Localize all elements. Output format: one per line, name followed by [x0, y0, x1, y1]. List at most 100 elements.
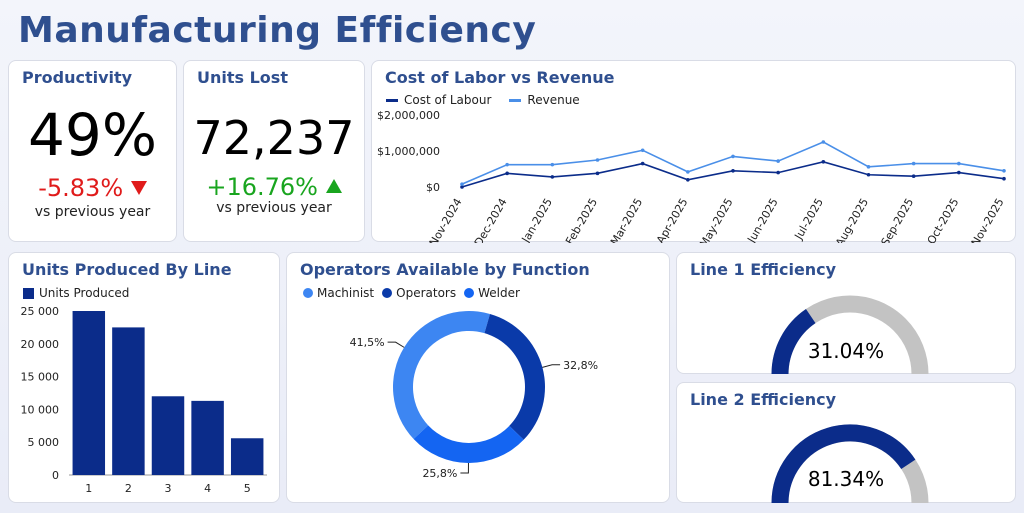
- triangle-down-icon: [130, 181, 147, 195]
- x-tick-label: Aug-2025: [833, 196, 871, 243]
- line1-title: Line 1 Efficiency: [690, 260, 837, 279]
- productivity-value: 49%: [28, 101, 157, 169]
- legend-item-revenue: Revenue: [509, 93, 580, 107]
- units-produced-title: Units Produced By Line: [22, 260, 232, 279]
- productivity-card: Productivity 49% -5.83% vs previous year: [8, 60, 177, 242]
- x-tick-label: Mar-2025: [608, 196, 645, 243]
- line1-value: 31.04%: [807, 339, 885, 363]
- series-line-cost: [461, 160, 1005, 188]
- legend-swatch: [303, 288, 313, 298]
- legend-swatch: [386, 98, 398, 102]
- x-tick-label: Jul-2025: [792, 196, 826, 243]
- productivity-change-row: -5.83%: [9, 174, 176, 202]
- gauge-fill: [771, 424, 916, 504]
- bar: [72, 311, 106, 475]
- legend-item-welder: Welder: [464, 286, 520, 300]
- line2-value: 81.34%: [807, 467, 885, 491]
- donut-slice-machinist: [393, 311, 491, 440]
- y-tick-label: $2,000,000: [377, 109, 440, 122]
- data-point: [866, 172, 871, 177]
- legend-label: Cost of Labour: [404, 93, 492, 107]
- data-point: [640, 161, 645, 166]
- gauge-fill: [771, 309, 816, 375]
- data-point: [866, 165, 871, 169]
- legend-item-cost: Cost of Labour: [386, 93, 491, 107]
- x-tick-label: 3: [165, 482, 172, 495]
- legend-item-operators: Operators: [382, 286, 456, 300]
- x-tick-label: Oct-2025: [925, 196, 962, 243]
- legend-label: Revenue: [527, 93, 580, 107]
- units-lost-change: +16.76%: [206, 173, 318, 201]
- productivity-title: Productivity: [22, 68, 133, 87]
- data-point: [776, 170, 780, 175]
- labor-revenue-title: Cost of Labor vs Revenue: [385, 68, 615, 87]
- data-point: [957, 161, 961, 166]
- x-tick-label: 5: [244, 482, 251, 495]
- x-tick-label: Nov-2025: [969, 196, 1007, 243]
- donut-slice-operators: [484, 313, 545, 440]
- y-tick-label: $0: [426, 181, 440, 194]
- operators-title: Operators Available by Function: [300, 260, 590, 279]
- data-point: [595, 158, 600, 162]
- y-tick-label: 5 000: [28, 436, 60, 449]
- operators-donut-chart: 41,5% 32,8% 25,8%: [350, 311, 598, 480]
- legend-item-units: Units Produced: [23, 286, 129, 300]
- legend-label: Operators: [396, 286, 457, 300]
- y-tick-label: 10 000: [21, 403, 60, 416]
- legend-item-machinist: Machinist: [303, 286, 374, 300]
- data-point: [731, 169, 735, 173]
- x-tick-label: Dec-2024: [472, 196, 510, 243]
- data-point: [505, 171, 509, 176]
- data-point: [911, 161, 916, 166]
- x-tick-label: Sep-2025: [879, 196, 917, 243]
- y-tick-label: 25 000: [21, 305, 60, 318]
- operators-card: Operators Available by Function Machinis…: [286, 252, 670, 503]
- donut-value-label: 41,5%: [350, 336, 385, 349]
- legend-label: Machinist: [317, 286, 375, 300]
- labor-legend: Cost of Labour Revenue: [386, 93, 598, 107]
- x-tick-label: Jan-2025: [519, 196, 555, 243]
- data-point: [686, 178, 690, 182]
- triangle-up-icon: [325, 179, 342, 193]
- bar: [230, 438, 264, 475]
- legend-swatch: [464, 288, 475, 298]
- data-point: [686, 170, 690, 174]
- x-tick-label: 2: [125, 482, 132, 495]
- x-tick-label: Jun-2025: [744, 196, 780, 243]
- units-lost-value: 72,237: [193, 111, 355, 165]
- data-point: [550, 162, 555, 167]
- donut-slice-welder: [413, 425, 524, 463]
- legend-swatch: [382, 288, 393, 298]
- labor-revenue-card: Cost of Labor vs Revenue Cost of Labour …: [371, 60, 1016, 243]
- operators-legend: Machinist Operators Welder: [303, 286, 538, 300]
- donut-leader-line: [460, 462, 469, 474]
- units-produced-card: Units Produced By Line Units Produced 25…: [8, 252, 280, 503]
- data-point: [957, 170, 961, 175]
- legend-label: Units Produced: [39, 286, 130, 300]
- legend-label: Welder: [478, 286, 520, 300]
- y-tick-label: 20 000: [21, 338, 60, 351]
- units-legend: Units Produced: [23, 286, 147, 300]
- units-lost-change-row: +16.76%: [184, 173, 364, 201]
- productivity-change: -5.83%: [38, 174, 124, 202]
- data-point: [640, 148, 645, 153]
- x-tick-label: Apr-2025: [654, 196, 690, 243]
- data-point: [1002, 169, 1006, 173]
- series-line-revenue: [461, 141, 1005, 185]
- donut-leader-line: [542, 364, 561, 368]
- data-point: [550, 175, 555, 179]
- line2-gauge: [771, 424, 929, 504]
- donut-leader-line: [387, 341, 405, 348]
- x-tick-label: May-2025: [697, 196, 736, 243]
- line2-card: Line 2 Efficiency 81.34%: [676, 382, 1016, 504]
- x-tick-label: 4: [204, 482, 211, 495]
- x-tick-label: 1: [85, 482, 92, 495]
- data-point: [1002, 176, 1006, 181]
- legend-swatch: [509, 98, 522, 102]
- bar: [151, 396, 185, 475]
- donut-value-label: 25,8%: [422, 467, 457, 480]
- bar: [191, 400, 224, 475]
- line2-title: Line 2 Efficiency: [690, 390, 837, 409]
- x-tick-label: Feb-2025: [563, 196, 600, 243]
- data-point: [460, 182, 464, 186]
